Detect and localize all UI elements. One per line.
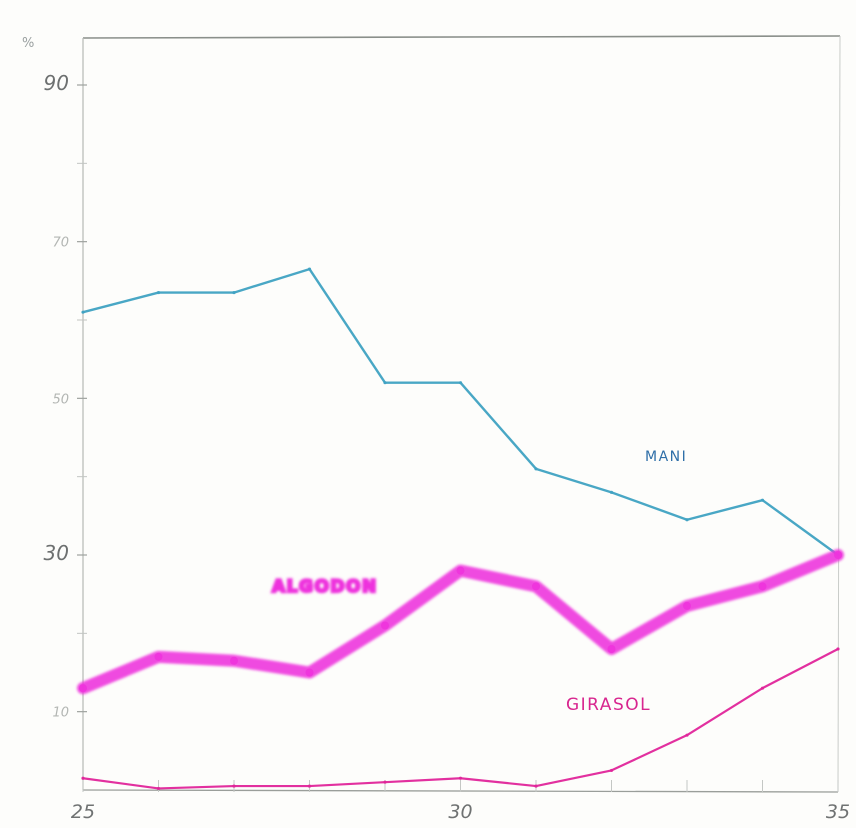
data-point-girasol	[81, 776, 85, 780]
data-point-mani	[760, 498, 765, 502]
data-point-girasol	[307, 784, 312, 788]
series-label-girasol: GIRASOL	[566, 695, 651, 715]
data-point-mani	[458, 381, 463, 385]
data-point-girasol	[232, 784, 236, 788]
data-point-algodon	[834, 551, 842, 559]
data-point-algodon	[79, 684, 87, 693]
data-point-mani	[534, 467, 538, 471]
data-point-girasol	[836, 647, 840, 651]
data-point-girasol	[685, 733, 689, 737]
data-point-mani	[685, 518, 689, 522]
data-point-girasol	[534, 784, 538, 788]
data-point-algodon	[230, 656, 238, 665]
x-tick-label: 35	[826, 801, 850, 823]
data-point-algodon	[154, 652, 163, 661]
y-axis-unit-label: %	[22, 36, 34, 51]
data-point-mani	[609, 490, 614, 494]
data-point-girasol	[760, 686, 765, 690]
series-line-algodon	[77, 549, 844, 695]
data-point-algodon	[305, 668, 314, 677]
series-label-mani: MANI	[645, 449, 687, 465]
y-tick-label: 30	[44, 541, 69, 565]
right-axis-line	[837, 35, 841, 791]
y-tick-label: 70	[52, 236, 69, 251]
data-point-mani	[81, 310, 85, 314]
data-point-algodon	[758, 582, 767, 591]
x-tick-label: 30	[448, 801, 472, 823]
data-point-girasol	[458, 776, 463, 780]
y-tick-label: 50	[52, 392, 69, 407]
top-axis-line	[82, 35, 841, 39]
series-label-algodon: ALGODON	[272, 577, 378, 597]
data-point-algodon	[381, 621, 389, 630]
data-point-girasol	[609, 768, 614, 773]
series-line-mani	[81, 267, 840, 557]
data-point-girasol	[156, 786, 161, 791]
x-tick-label: 25	[71, 801, 95, 823]
data-point-algodon	[532, 582, 540, 591]
series-line-girasol	[81, 647, 840, 790]
y-tick-label: 10	[52, 706, 69, 721]
data-point-girasol	[383, 780, 387, 784]
data-point-mani	[383, 381, 387, 385]
data-point-algodon	[607, 645, 616, 653]
data-point-mani	[156, 290, 161, 295]
data-point-mani	[232, 290, 236, 295]
data-point-algodon	[456, 566, 465, 575]
data-point-mani	[307, 267, 312, 271]
data-point-algodon	[683, 601, 691, 610]
y-tick-label: 90	[44, 71, 69, 95]
